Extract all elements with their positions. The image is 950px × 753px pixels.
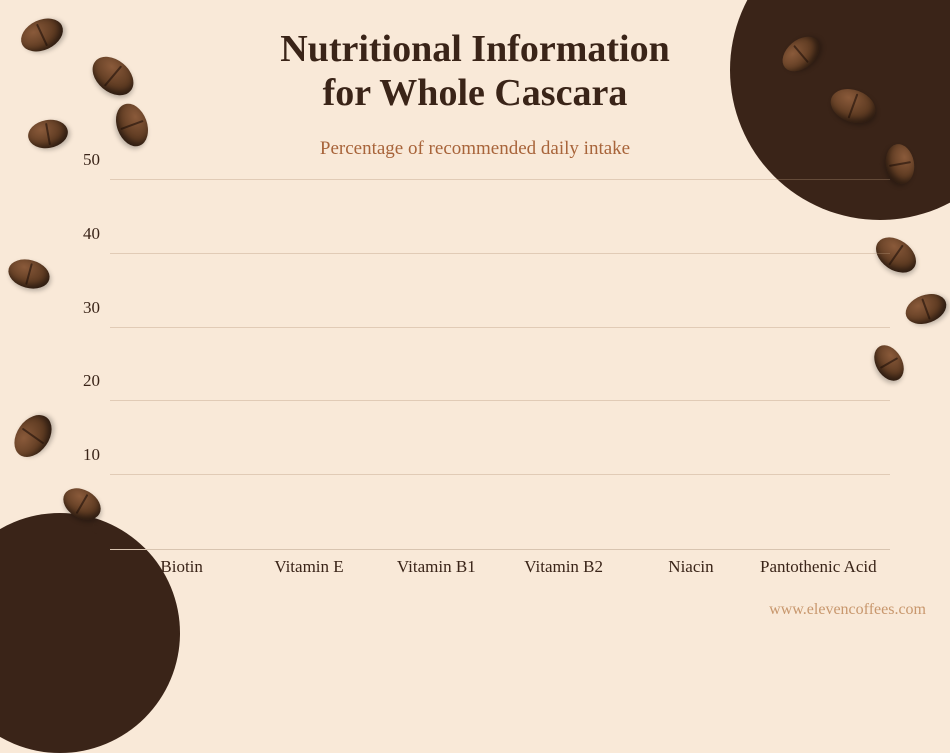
y-tick-label: 40 (70, 224, 100, 244)
y-tick-label: 30 (70, 298, 100, 318)
x-tick-label: Vitamin B2 (524, 557, 603, 577)
x-tick-label: Vitamin E (274, 557, 343, 577)
x-tick-label: Niacin (668, 557, 713, 577)
chart-title: Nutritional Information for Whole Cascar… (0, 28, 950, 115)
x-tick-label: Biotin (160, 557, 203, 577)
y-tick-label: 20 (70, 371, 100, 391)
gridline (110, 474, 890, 475)
bars-container: BiotinVitamin EVitamin B1Vitamin B2Niaci… (110, 180, 890, 549)
chart-subtitle: Percentage of recommended daily intake (0, 138, 950, 160)
x-tick-label: Vitamin B1 (397, 557, 476, 577)
y-tick-label: 10 (70, 445, 100, 465)
coffee-bean-icon (901, 289, 950, 330)
plot-area: BiotinVitamin EVitamin B1Vitamin B2Niaci… (110, 180, 890, 550)
title-line-1: Nutritional Information (280, 28, 670, 70)
bar-chart: Biotin Vitamin E Vitamin B1 Vitamin B2 Niaci… (70, 180, 890, 580)
y-tick-label: 0 (70, 519, 100, 539)
title-line-2: for Whole Cascara (323, 72, 628, 114)
x-tick-label: Pantothenic Acid (760, 557, 877, 577)
coffee-bean-icon (5, 255, 53, 293)
gridline (110, 253, 890, 254)
y-tick-label: 50 (70, 150, 100, 170)
gridline (110, 400, 890, 401)
gridline (110, 327, 890, 328)
source-url: www.elevencoffees.com (769, 601, 926, 619)
coffee-bean-icon (7, 408, 60, 464)
gridline (110, 179, 890, 180)
